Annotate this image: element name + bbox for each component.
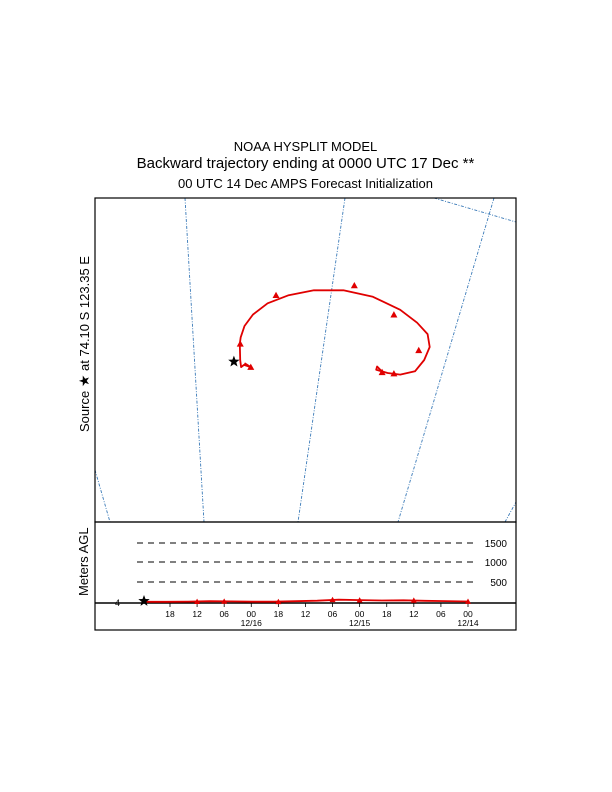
time-tick-label: 00	[463, 609, 473, 619]
chart-title: NOAA HYSPLIT MODEL	[233, 139, 378, 154]
meridian-line	[397, 197, 495, 523]
source-star-icon	[228, 355, 240, 367]
time-tick-label: 12	[301, 609, 311, 619]
time-tick-label: 18	[165, 609, 175, 619]
altitude-marker	[194, 598, 201, 604]
time-tick-label: 00	[247, 609, 257, 619]
altitude-marker	[410, 597, 417, 603]
meridian-lines	[94, 197, 517, 523]
date-label: 12/15	[349, 618, 371, 628]
meridian-line	[433, 197, 517, 223]
trajectory-marker	[236, 340, 244, 347]
date-label: 12/16	[241, 618, 263, 628]
time-tick-label: 06	[328, 609, 338, 619]
altitude-marker	[465, 598, 471, 604]
run-info: 00 UTC 14 Dec AMPS Forecast Initializati…	[177, 176, 434, 191]
meridian-line	[504, 501, 517, 523]
profile-frame	[94, 521, 517, 631]
time-tick-label: 06	[219, 609, 229, 619]
left-tick-label: 4	[115, 598, 120, 608]
trajectory-marker	[272, 291, 280, 298]
time-tick-label: 18	[382, 609, 392, 619]
altitude-marker	[221, 598, 228, 604]
trajectory-marker	[247, 363, 255, 370]
time-tick-label: 18	[274, 609, 284, 619]
trajectory-line	[238, 289, 431, 376]
meridian-line	[297, 197, 346, 523]
date-label: 12/14	[457, 618, 479, 628]
time-tick-label: 12	[192, 609, 202, 619]
time-tick-label: 12	[409, 609, 419, 619]
trajectory-marker	[378, 368, 386, 376]
trajectory-marker	[390, 311, 398, 318]
meridian-line	[94, 469, 111, 523]
altitude-marker	[329, 596, 336, 603]
altitude-marker	[275, 598, 282, 605]
chart-subtitle: Backward trajectory ending at 0000 UTC 1…	[136, 155, 475, 172]
trajectory-marker	[390, 370, 398, 377]
time-tick-label: 00	[355, 609, 365, 619]
altitude-line	[145, 598, 469, 603]
meridian-line	[184, 197, 205, 523]
altitude-tick-label: 500	[490, 578, 507, 589]
time-tick-label: 06	[436, 609, 446, 619]
altitude-marker	[356, 597, 363, 603]
profile-source-star-icon	[138, 595, 150, 606]
altitude-tick-label: 1000	[485, 558, 508, 569]
trajectory-marker	[350, 281, 358, 289]
trajectory-layer	[228, 281, 431, 377]
altitude-tick-label: 1500	[485, 539, 508, 550]
trajectory-marker	[415, 346, 423, 354]
